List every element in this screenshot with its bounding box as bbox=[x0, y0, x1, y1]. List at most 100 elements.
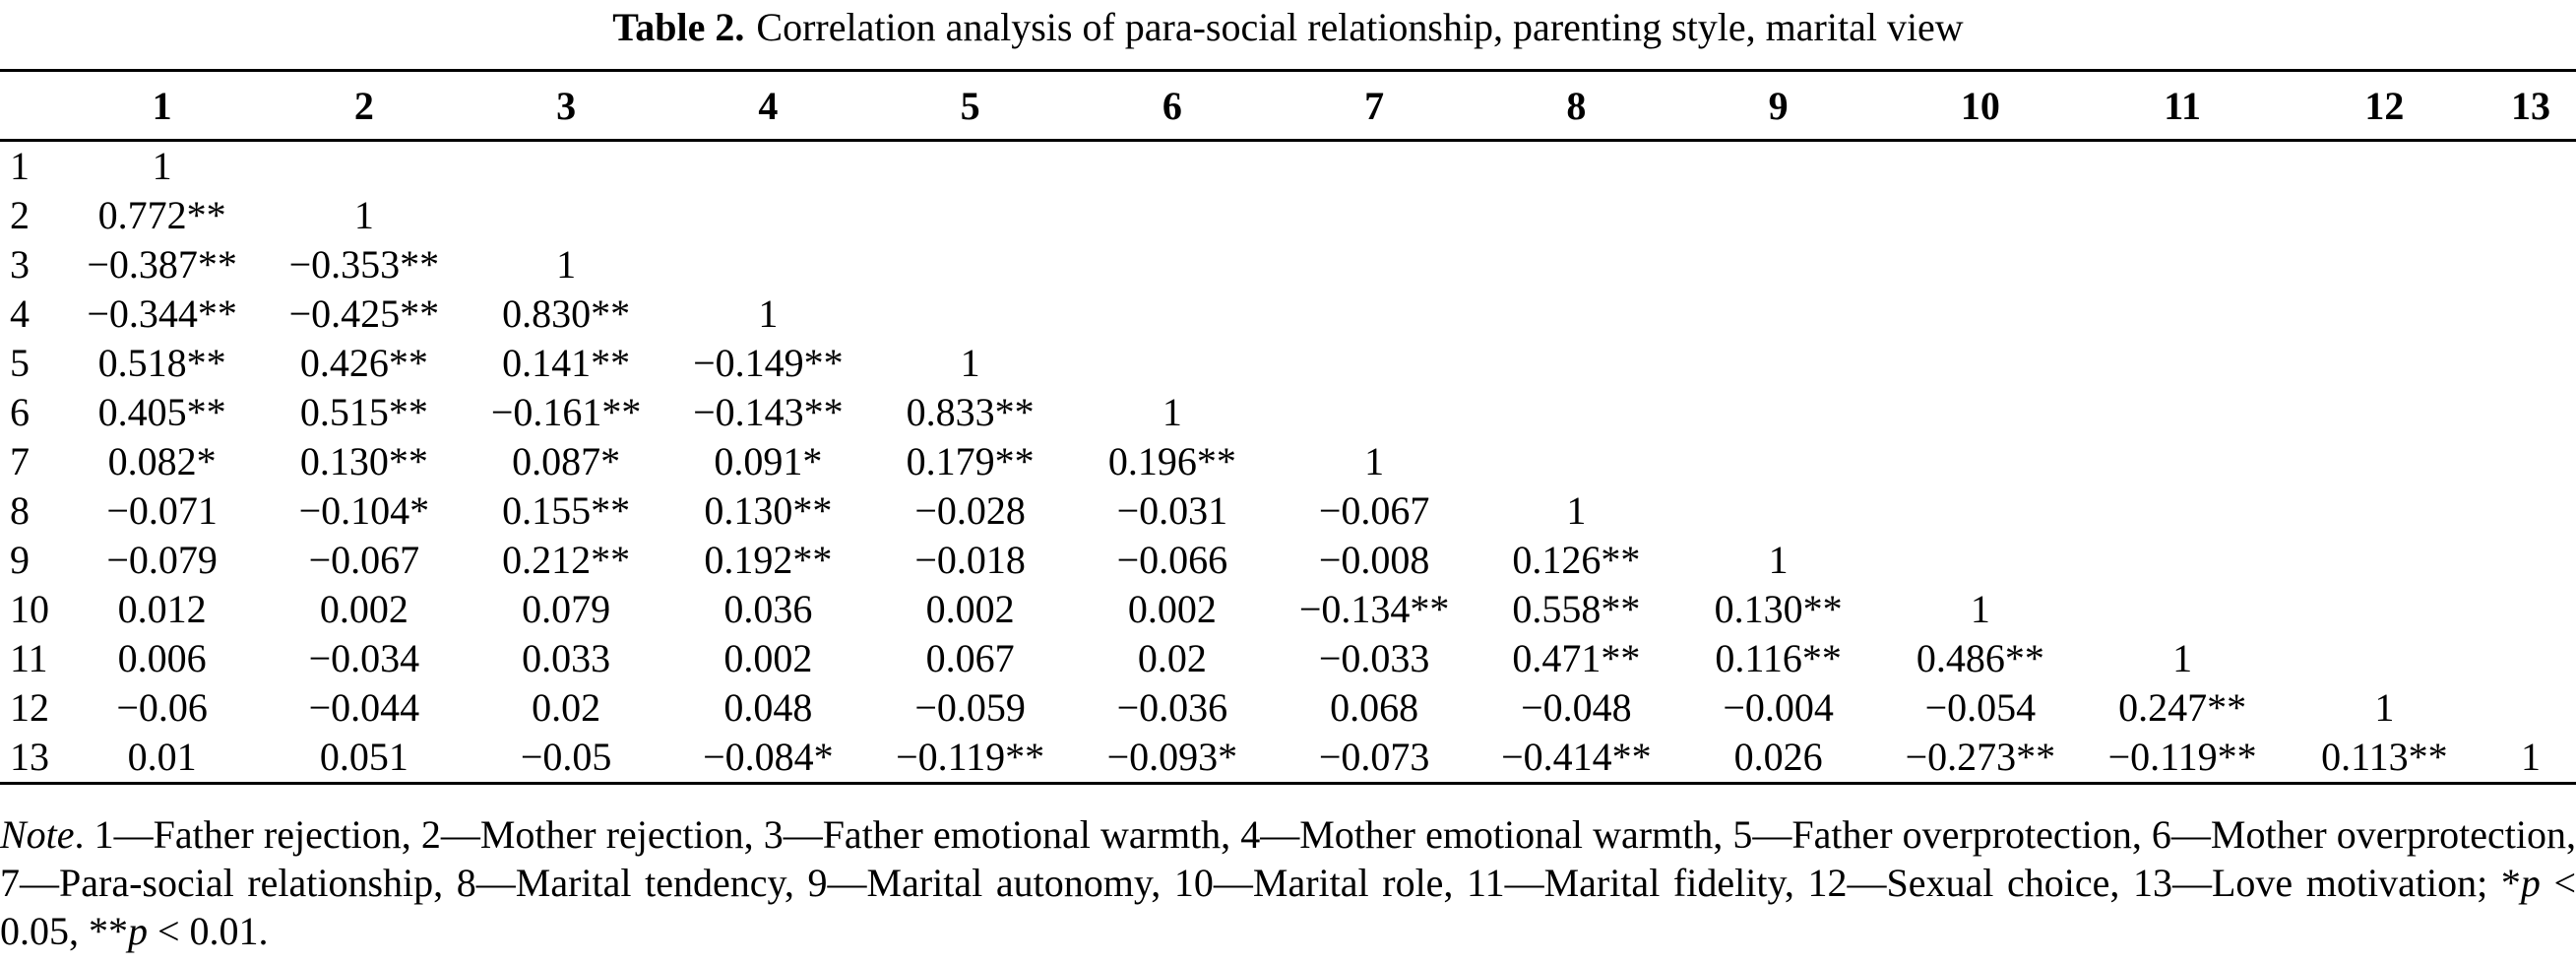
table-cell: 0.833** bbox=[906, 390, 1035, 434]
table-cell: 0.196** bbox=[1107, 439, 1236, 483]
table-cell: 0.830** bbox=[502, 291, 631, 336]
table-cell: 1 bbox=[556, 242, 577, 287]
table-cell bbox=[1274, 339, 1476, 388]
table-cell bbox=[1879, 437, 2081, 486]
table-cell bbox=[1879, 486, 2081, 536]
table-cell bbox=[869, 240, 1071, 289]
sig-star-2: ** bbox=[89, 909, 128, 953]
table-cell bbox=[2082, 585, 2284, 634]
table-cell: 0.130** bbox=[1714, 587, 1843, 631]
table-cell bbox=[1274, 388, 1476, 437]
table-cell: 0.082* bbox=[107, 439, 217, 483]
corner-cell bbox=[0, 71, 61, 141]
table-cell: 1 bbox=[1566, 488, 1587, 533]
table-cell: −0.05 bbox=[520, 735, 612, 779]
table-row: 12 −0.06 −0.044 0.02 0.048 −0.059 −0.036 0.068 −… bbox=[0, 683, 2576, 733]
sig-star-1: * bbox=[2500, 861, 2521, 905]
table-row: 11 0.006 −0.034 0.033 0.002 0.067 0.02 −0.033 0.… bbox=[0, 634, 2576, 683]
table-cell bbox=[2082, 240, 2284, 289]
table-cell bbox=[1677, 141, 1879, 192]
table-cell: −0.028 bbox=[914, 488, 1026, 533]
row-label: 5 bbox=[10, 341, 30, 385]
table-cell: −0.104* bbox=[298, 488, 430, 533]
table-cell: 0.515** bbox=[299, 390, 428, 434]
table-cell: 0.012 bbox=[117, 587, 207, 631]
sig-p-1: p bbox=[2520, 861, 2541, 905]
table-cell: −0.071 bbox=[106, 488, 218, 533]
table-body: 1 1 2 0.772** 1 3 −0.387** −0.353** 1 4 −0.344** −0… bbox=[0, 141, 2576, 784]
table-cell bbox=[2082, 191, 2284, 240]
table-cell: −0.093* bbox=[1106, 735, 1238, 779]
column-header: 6 bbox=[1162, 83, 1182, 128]
table-header-row: 1 2 3 4 5 6 7 8 9 10 11 12 13 bbox=[0, 71, 2576, 141]
table-cell: −0.004 bbox=[1723, 685, 1834, 730]
table-cell bbox=[1476, 240, 1677, 289]
column-header: 13 bbox=[2511, 83, 2550, 128]
table-cell bbox=[1274, 191, 1476, 240]
table-cell bbox=[1071, 289, 1273, 339]
table-caption-number: Table 2. bbox=[612, 5, 745, 49]
table-cell: 0.002 bbox=[1127, 587, 1217, 631]
table-cell bbox=[2485, 289, 2576, 339]
table-cell: −0.084* bbox=[703, 735, 834, 779]
table-cell: −0.414** bbox=[1501, 735, 1652, 779]
table-cell: 0.126** bbox=[1512, 538, 1641, 582]
table-cell bbox=[2284, 437, 2485, 486]
table-cell bbox=[2485, 191, 2576, 240]
table-cell: 0.051 bbox=[319, 735, 408, 779]
table-cell: 0.02 bbox=[1137, 636, 1207, 680]
table-cell: 0.426** bbox=[299, 341, 428, 385]
column-header: 8 bbox=[1566, 83, 1587, 128]
table-cell bbox=[2284, 339, 2485, 388]
table-cell: 0.179** bbox=[906, 439, 1035, 483]
table-cell: 0.130** bbox=[704, 488, 833, 533]
table-row: 3 −0.387** −0.353** 1 bbox=[0, 240, 2576, 289]
table-cell: 0.116** bbox=[1715, 636, 1842, 680]
table-cell bbox=[1677, 388, 1879, 437]
table-cell: 1 bbox=[353, 193, 374, 237]
table-cell: −0.344** bbox=[87, 291, 237, 336]
table-row: 2 0.772** 1 bbox=[0, 191, 2576, 240]
table-cell bbox=[2284, 585, 2485, 634]
table-caption: Table 2. Correlation analysis of para-soc… bbox=[0, 4, 2576, 51]
table-cell: 0.141** bbox=[502, 341, 631, 385]
column-header: 4 bbox=[758, 83, 779, 128]
table-cell: −0.134** bbox=[1298, 587, 1450, 631]
table-cell bbox=[2284, 634, 2485, 683]
table-cell: 0.006 bbox=[117, 636, 207, 680]
row-label: 12 bbox=[10, 685, 49, 730]
table-cell bbox=[1071, 240, 1273, 289]
table-cell: −0.031 bbox=[1116, 488, 1228, 533]
row-label: 13 bbox=[10, 735, 49, 779]
note-label: Note bbox=[0, 812, 75, 857]
sig-rest-1: < 0.05, bbox=[0, 861, 2576, 953]
table-cell bbox=[2485, 683, 2576, 733]
table-cell bbox=[1879, 339, 2081, 388]
table-cell: −0.067 bbox=[308, 538, 420, 582]
table-cell bbox=[466, 191, 667, 240]
column-header: 1 bbox=[152, 83, 172, 128]
note-body: . 1—Father rejection, 2—Mother rejection… bbox=[0, 812, 2576, 905]
table-cell bbox=[869, 191, 1071, 240]
column-header: 3 bbox=[556, 83, 577, 128]
table-cell bbox=[2082, 141, 2284, 192]
table-cell: −0.018 bbox=[914, 538, 1026, 582]
table-cell bbox=[1476, 388, 1677, 437]
table-cell: 0.405** bbox=[97, 390, 226, 434]
table-cell bbox=[1274, 240, 1476, 289]
table-cell: 1 bbox=[1970, 587, 1990, 631]
table-cell: −0.161** bbox=[490, 390, 642, 434]
column-header: 9 bbox=[1768, 83, 1789, 128]
table-cell: 0.558** bbox=[1512, 587, 1641, 631]
table-cell bbox=[2082, 388, 2284, 437]
table-cell: −0.073 bbox=[1318, 735, 1430, 779]
table-cell bbox=[2284, 486, 2485, 536]
table-cell bbox=[2082, 536, 2284, 585]
table-cell: −0.044 bbox=[308, 685, 420, 730]
table-cell bbox=[2485, 536, 2576, 585]
table-cell bbox=[667, 191, 869, 240]
row-label: 9 bbox=[10, 538, 30, 582]
table-cell: 1 bbox=[758, 291, 779, 336]
correlation-table: 1 2 3 4 5 6 7 8 9 10 11 12 13 1 1 2 0.772** 1 3 −0.387** −0… bbox=[0, 69, 2576, 785]
table-cell bbox=[2485, 240, 2576, 289]
